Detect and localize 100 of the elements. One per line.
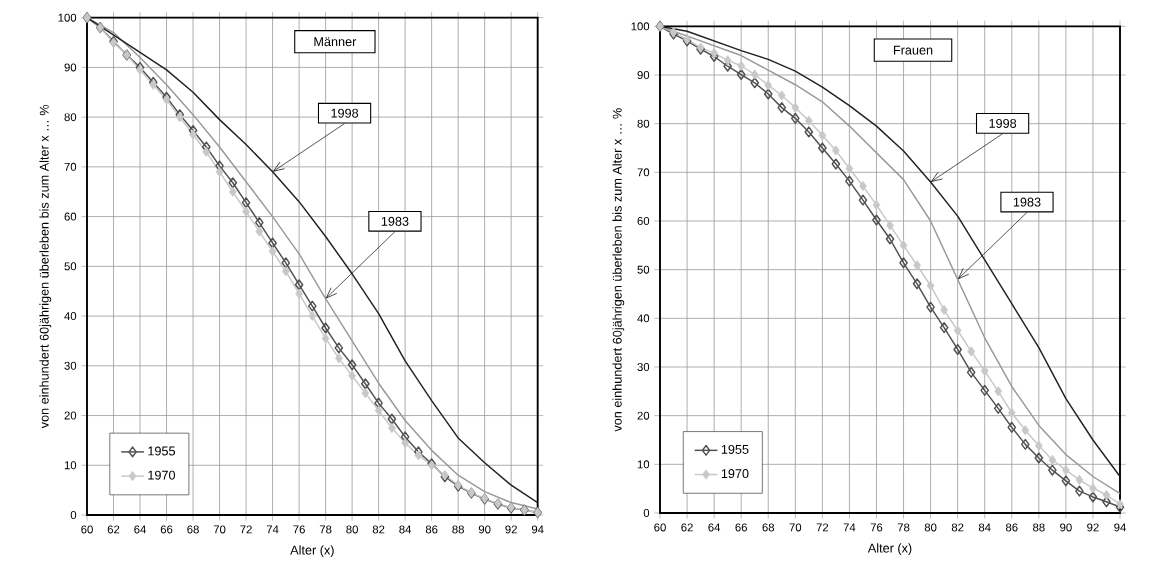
y-tick-label: 70 [637, 168, 650, 177]
point [994, 386, 1003, 397]
y-tick-label: 40 [637, 314, 650, 323]
point [750, 69, 759, 80]
y-tick-label: 80 [637, 119, 650, 128]
point [281, 266, 290, 277]
y-tick-label: 100 [58, 13, 77, 22]
point [750, 77, 760, 89]
point [858, 194, 868, 206]
point [321, 333, 330, 344]
point [886, 220, 894, 231]
point [966, 366, 976, 378]
x-tick-label: 80 [346, 525, 358, 534]
point [334, 342, 344, 354]
point [334, 353, 343, 364]
point [228, 177, 238, 189]
legend-label: 1955 [721, 444, 749, 454]
y-tick-label: 60 [637, 217, 650, 226]
point [710, 48, 718, 59]
point [832, 145, 840, 156]
point [281, 257, 291, 269]
point [401, 437, 409, 448]
y-tick-label: 20 [64, 411, 77, 420]
point [308, 300, 317, 312]
point [818, 142, 827, 154]
annotation: Männer [314, 37, 357, 47]
x-tick-label: 94 [1114, 523, 1126, 532]
point [804, 126, 814, 138]
point [1075, 474, 1084, 485]
point [1102, 489, 1111, 501]
x-tick-label: 76 [870, 523, 883, 532]
point [790, 112, 800, 124]
x-tick-label: 74 [266, 525, 279, 534]
x-tick-label: 88 [452, 525, 464, 534]
x-tick-label: 70 [789, 523, 802, 532]
y-tick-label: 30 [637, 363, 650, 372]
point [1034, 452, 1044, 464]
point [361, 378, 370, 390]
annotation: 1983 [381, 216, 409, 226]
point [189, 129, 197, 140]
x-tick-label: 68 [762, 523, 775, 532]
point [980, 384, 990, 396]
point [791, 102, 800, 113]
x-tick-label: 90 [1060, 523, 1072, 532]
point [899, 240, 908, 251]
point [777, 102, 787, 114]
x-tick-label: 60 [81, 525, 93, 534]
y-tick-label: 10 [637, 460, 650, 469]
legend-label: 1970 [721, 469, 749, 479]
y-tick-label: 70 [64, 162, 77, 171]
x-tick-label: 64 [134, 525, 147, 534]
x-tick-label: 82 [372, 525, 385, 534]
x-tick-label: 88 [1033, 523, 1045, 532]
x-tick-label: 60 [654, 523, 666, 532]
point [254, 217, 264, 229]
x-tick-label: 80 [924, 523, 937, 532]
point [295, 288, 303, 299]
x-tick-label: 94 [531, 525, 544, 534]
point [414, 450, 423, 461]
x-tick-label: 92 [505, 525, 517, 534]
x-tick-label: 92 [1087, 523, 1099, 532]
point [872, 214, 881, 226]
point [387, 413, 397, 425]
point [885, 233, 895, 245]
x-tick-label: 70 [213, 525, 226, 534]
legend-label: 1970 [148, 470, 176, 480]
y-tick-label: 0 [70, 511, 77, 520]
y-tick-label: 0 [643, 509, 650, 518]
point [202, 146, 211, 158]
y-tick-label: 90 [637, 71, 650, 80]
x-tick-label: 64 [708, 523, 721, 532]
point [1062, 465, 1070, 476]
point [348, 370, 356, 381]
point [347, 359, 357, 371]
x-tick-label: 86 [425, 525, 438, 534]
x-tick-label: 82 [951, 523, 964, 532]
point [763, 88, 773, 100]
x-axis-title: Alter (x) [290, 545, 334, 558]
x-tick-label: 84 [399, 525, 412, 534]
annotation: 1983 [1013, 197, 1041, 207]
point [1007, 421, 1017, 433]
point [723, 55, 732, 66]
x-tick-label: 76 [293, 525, 305, 534]
x-tick-label: 62 [107, 525, 120, 534]
y-tick-label: 60 [64, 212, 77, 221]
point [913, 260, 921, 271]
y-axis-title: von einhundert 60jährigen überleben bis zum Alter x … % [39, 104, 52, 429]
point [374, 405, 383, 416]
y-axis-title: von einhundert 60jährigen überleben bis zum Alter x … % [612, 108, 625, 432]
point [818, 130, 827, 141]
x-tick-label: 62 [681, 523, 693, 532]
point [777, 90, 786, 101]
x-tick-label: 68 [187, 525, 199, 534]
point [374, 397, 383, 409]
point [1007, 407, 1016, 418]
point [736, 68, 746, 81]
x-tick-label: 84 [978, 523, 991, 532]
point [228, 186, 237, 197]
point [361, 388, 370, 399]
point [1048, 464, 1057, 476]
